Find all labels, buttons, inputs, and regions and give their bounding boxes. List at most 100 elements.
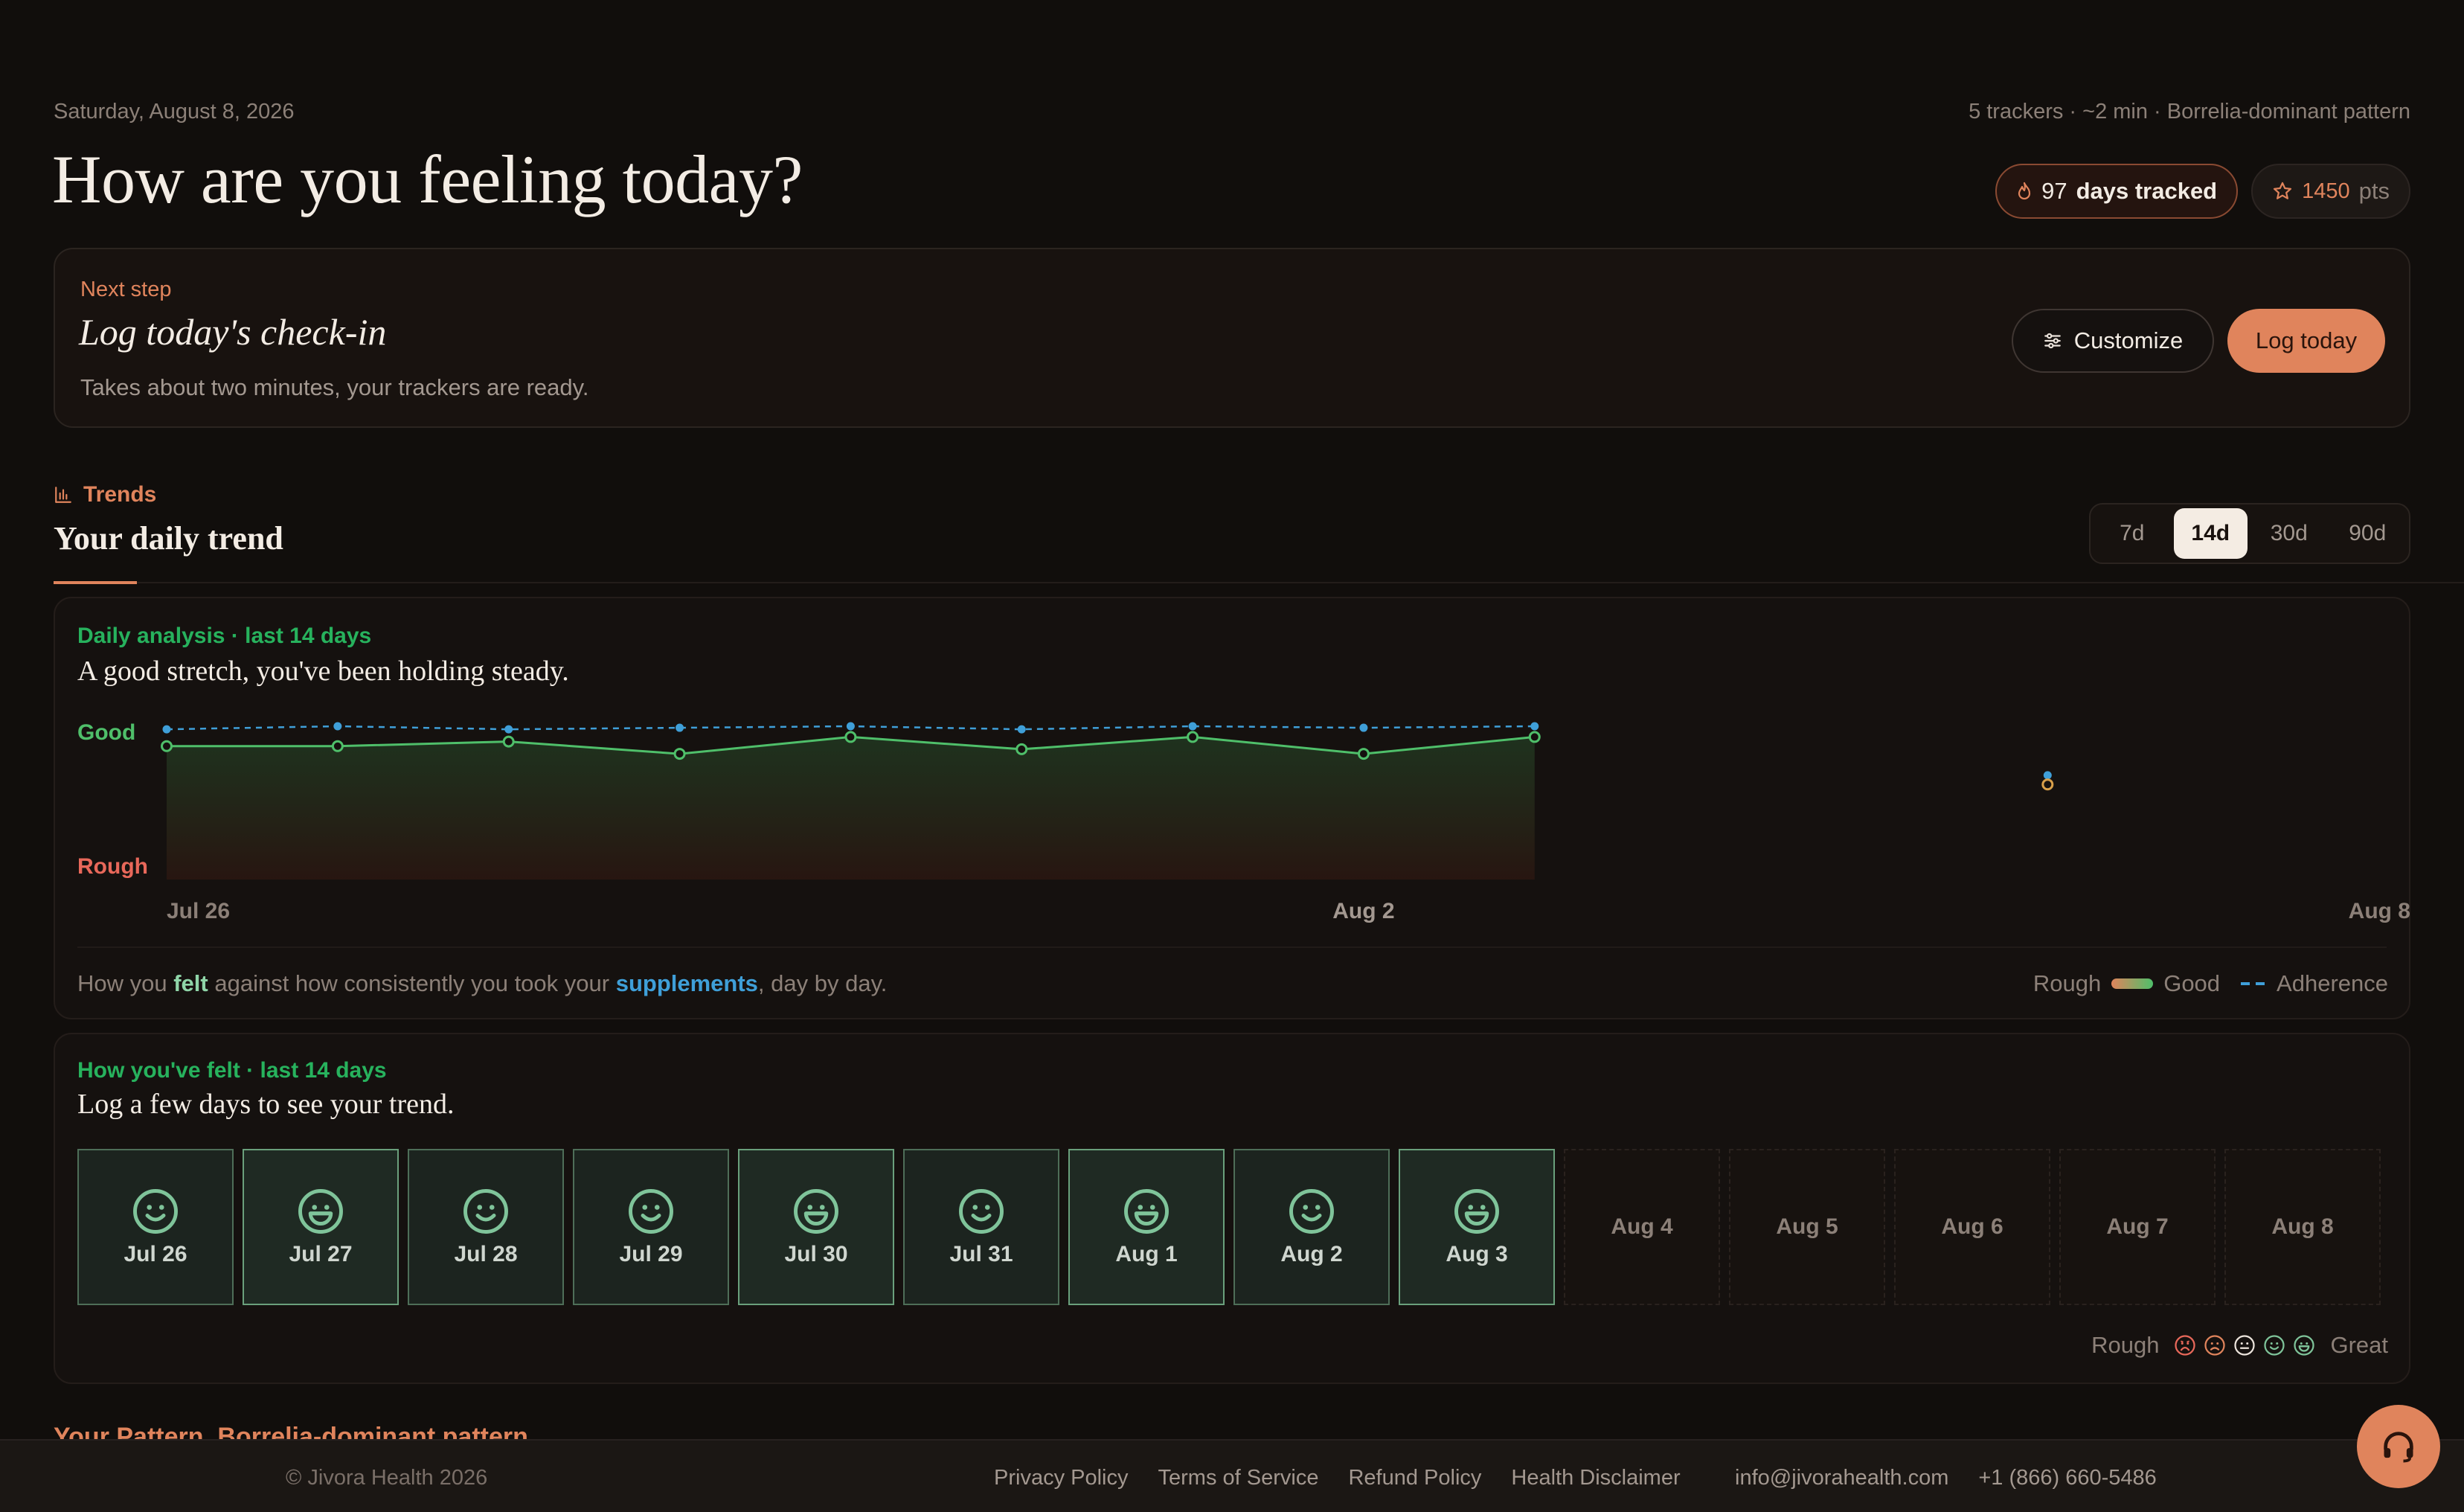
terms-link[interactable]: Terms of Service [1158,1466,1319,1490]
good-face-icon [2264,1335,2285,1356]
adherence-point [162,725,171,734]
felt-point [1357,748,1370,760]
streak-badge[interactable]: 97 days tracked [1995,164,2239,219]
y-label-rough: Rough [77,854,148,879]
isolated-felt-point [2041,778,2054,791]
day-tile[interactable]: Jul 26 [77,1149,234,1305]
smile-face-icon [133,1189,178,1234]
footer: © Jivora Health 2026 Privacy Policy Term… [0,1439,2464,1512]
range-30d-button[interactable]: 30d [2270,521,2308,545]
day-tile-label: Aug 3 [1446,1242,1508,1266]
day-tile[interactable]: Jul 30 [738,1149,894,1305]
day-tile[interactable]: Jul 28 [408,1149,564,1305]
okay-face-icon [2234,1335,2256,1356]
great-face-icon [1454,1189,1499,1234]
phone-link[interactable]: +1 (866) 660-5486 [1978,1466,2157,1490]
next-step-kicker: Next step [80,278,172,301]
day-tile[interactable]: Jul 29 [573,1149,729,1305]
page-title: How are you feeling today? [52,141,803,217]
privacy-policy-link[interactable]: Privacy Policy [994,1466,1129,1490]
mood-legend-rough: Rough [2091,1332,2160,1358]
day-tile-label: Aug 8 [2271,1214,2334,1239]
day-tile-label: Aug 5 [1776,1214,1838,1239]
next-step-title: Log today's check-in [79,311,387,353]
felt-area [167,737,1535,880]
day-tile-label: Aug 4 [1611,1214,1673,1239]
x-tick-label: Aug 8 [2349,899,2410,923]
day-tile-label: Jul 30 [784,1242,848,1266]
range-14d-button[interactable]: 14d [2173,508,2248,559]
felt-point [161,740,173,752]
bad-face-icon [2204,1335,2226,1356]
trend-chart: Good Rough Jul 26 Aug 2 Aug 8 [77,720,2410,923]
chart-legend: Rough Good Adherence [2033,970,2388,997]
great-face-icon [2294,1335,2315,1356]
x-tick-label: Aug 2 [1332,899,1394,923]
day-tile-label: Jul 26 [123,1242,187,1266]
customize-button[interactable]: Customize [2012,309,2214,373]
day-tile[interactable]: Aug 2 [1233,1149,1390,1305]
felt-point [1528,731,1541,743]
day-tile[interactable]: Jul 27 [243,1149,399,1305]
streak-label: days tracked [2076,178,2218,204]
range-90d-button[interactable]: 90d [2349,521,2387,545]
daily-analysis-card: Daily analysis · last 14 days A good str… [54,597,2410,1019]
isolated-adherence-point [2043,771,2052,780]
smile-face-icon [629,1189,673,1234]
day-tile[interactable]: Aug 8 [2224,1149,2381,1305]
health-disclaimer-link[interactable]: Health Disclaimer [1511,1466,1681,1490]
note-felt: felt [173,970,208,996]
day-tile[interactable]: Aug 6 [1894,1149,2050,1305]
note-post: , day by day. [757,970,888,996]
felt-point [1187,731,1199,743]
y-label-good: Good [77,720,135,745]
email-link[interactable]: info@jivorahealth.com [1735,1466,1949,1490]
day-tile-label: Aug 7 [2106,1214,2169,1239]
log-today-button[interactable]: Log today [2227,309,2385,373]
bar-chart-icon [55,487,71,503]
day-tile[interactable]: Aug 7 [2059,1149,2216,1305]
footer-contact: info@jivorahealth.com +1 (866) 660-5486 [1735,1466,2157,1490]
day-tile-label: Jul 31 [949,1242,1013,1266]
felt-kicker: How you've felt · last 14 days [77,1058,387,1083]
note-mid: against how consistently you took your [208,970,616,996]
day-tile[interactable]: Aug 5 [1729,1149,1885,1305]
copyright: © Jivora Health 2026 [286,1466,488,1490]
day-tiles: Jul 26 Jul 27 Jul 28 Jul 29 Jul 30 Jul 31 Aug … [77,1149,2381,1305]
smile-face-icon [463,1189,508,1234]
day-tile[interactable]: Aug 1 [1068,1149,1225,1305]
legend-gradient [2111,978,2154,989]
mood-scale [2174,1334,2315,1356]
analysis-headline: A good stretch, you've been holding stea… [77,656,569,687]
day-tile-label: Aug 6 [1941,1214,2003,1239]
current-date: Saturday, August 8, 2026 [54,100,295,124]
points-unit: pts [2358,178,2390,204]
adherence-point [846,722,855,731]
range-selector: 7d 14d 30d 90d [2089,503,2410,564]
points-badge[interactable]: 1450 pts [2251,164,2410,219]
adherence-point [333,722,342,731]
felt-point [844,731,857,743]
day-tile-label: Aug 1 [1115,1242,1178,1266]
smile-face-icon [1289,1189,1334,1234]
support-chat-button[interactable] [2357,1405,2440,1488]
analysis-note: How you felt against how consistently yo… [77,970,887,997]
range-7d-button[interactable]: 7d [2120,521,2145,545]
day-tile[interactable]: Aug 3 [1399,1149,1555,1305]
trends-title: Your daily trend [54,520,283,557]
adherence-point [1530,722,1539,731]
legend-rough: Rough [2033,970,2102,996]
felt-point [673,748,686,760]
day-tile[interactable]: Jul 31 [903,1149,1059,1305]
headset-icon [2384,1432,2413,1463]
mood-legend: Rough Great [2091,1332,2388,1359]
refund-policy-link[interactable]: Refund Policy [1348,1466,1482,1490]
trends-divider-accent [54,581,137,584]
header-badges: 97 days tracked 1450 pts [1995,164,2410,219]
tracker-meta: 5 trackers · ~2 min · Borrelia-dominant … [1969,100,2410,124]
great-face-icon [298,1189,343,1234]
day-tile-label: Jul 27 [289,1242,353,1266]
day-tile[interactable]: Aug 4 [1564,1149,1720,1305]
note-supplements-link[interactable]: supplements [615,970,758,996]
x-tick-label: Jul 26 [167,899,230,923]
